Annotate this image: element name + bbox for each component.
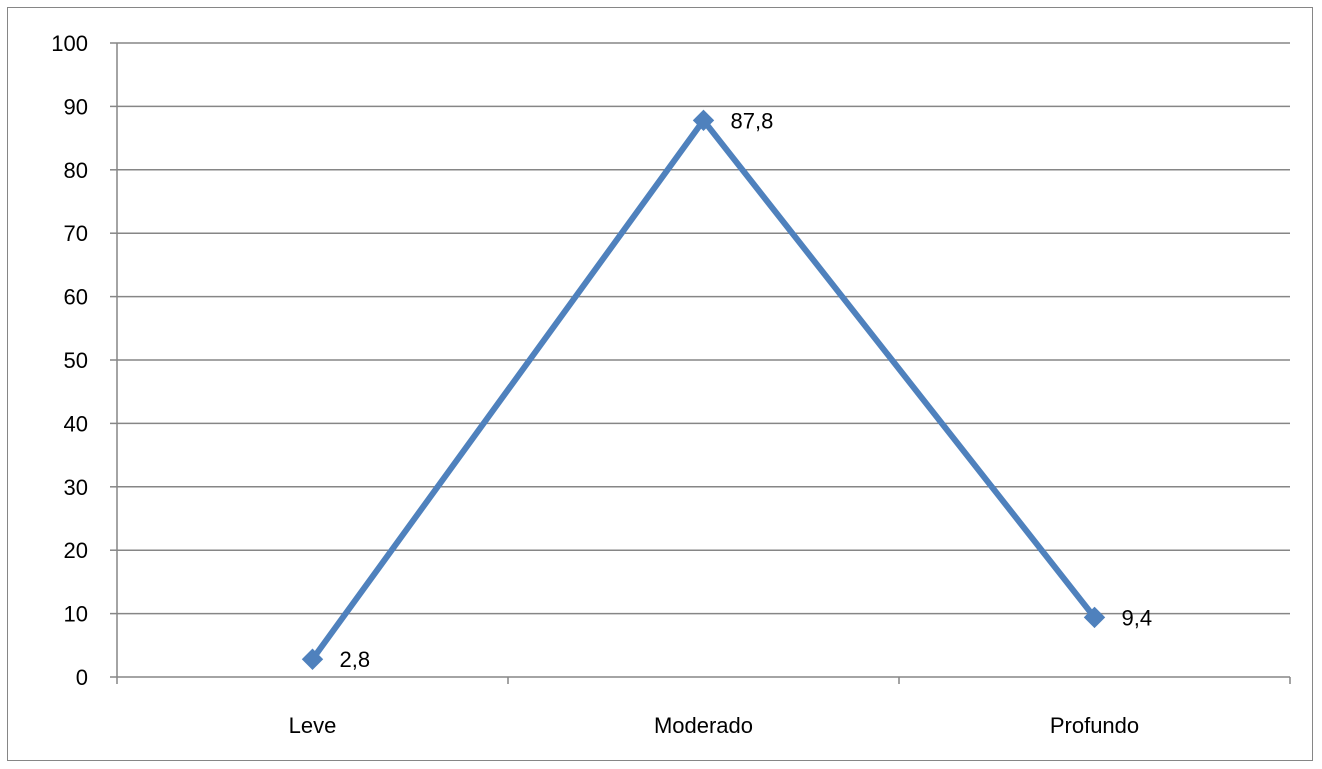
chart-frame	[7, 7, 1313, 761]
y-tick-label: 100	[51, 31, 88, 56]
y-tick-label: 50	[64, 348, 88, 373]
y-tick-label: 10	[64, 602, 88, 627]
y-tick-label: 60	[64, 285, 88, 310]
y-axis-tick-labels: 0 10 20 30 40 50 60 70 80 90 100	[51, 31, 88, 690]
axes	[110, 42, 1291, 684]
series-line	[309, 117, 1098, 663]
y-tick-label: 80	[64, 158, 88, 183]
y-tick-label: 0	[76, 665, 88, 690]
data-label-moderado: 87,8	[731, 108, 774, 133]
y-tick-label: 90	[64, 94, 88, 119]
data-label-profundo: 9,4	[1122, 605, 1153, 630]
data-point-marker-moderado	[692, 109, 715, 132]
data-label-leve: 2,8	[340, 647, 371, 672]
data-point-marker-leve	[301, 648, 324, 670]
y-tick-label: 70	[64, 221, 88, 246]
y-tick-label: 20	[64, 538, 88, 563]
x-tick-label-profundo: Profundo	[1050, 713, 1139, 738]
y-tick-label: 40	[64, 411, 88, 436]
series-line-group	[309, 117, 1098, 663]
x-tick-label-moderado: Moderado	[654, 713, 753, 738]
x-tick-label-leve: Leve	[289, 713, 337, 738]
series-markers	[301, 109, 1106, 670]
x-axis-tick-labels: Leve Moderado Profundo	[289, 713, 1140, 738]
data-point-marker-profundo	[1083, 606, 1106, 629]
data-labels: 2,8 87,8 9,4	[340, 108, 1153, 672]
y-tick-label: 30	[64, 475, 88, 500]
